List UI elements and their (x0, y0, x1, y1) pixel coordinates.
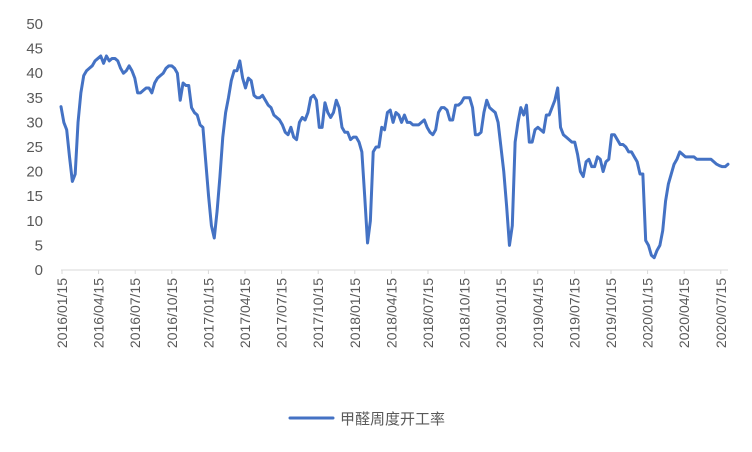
x-axis: 2016/01/15 2016/04/15 2016/07/15 2016/10/15… (54, 269, 729, 348)
x-tick-label: 2018/07/15 (420, 278, 436, 348)
y-tick-label: 20 (26, 164, 43, 181)
x-tick-label: 2017/01/15 (200, 278, 216, 348)
x-tick-label: 2017/10/15 (310, 278, 326, 348)
y-tick-label: 10 (26, 213, 43, 230)
y-tick-label: 40 (26, 65, 43, 82)
x-tick-label: 2020/04/15 (676, 278, 692, 348)
x-tick-label: 2017/04/15 (237, 278, 253, 348)
y-tick-label: 0 (35, 262, 43, 279)
y-tick-label: 35 (26, 90, 43, 107)
y-tick-label: 25 (26, 139, 43, 156)
y-tick-label: 45 (26, 41, 43, 58)
y-tick-label: 30 (26, 114, 43, 131)
x-tick-label: 2019/04/15 (530, 278, 546, 348)
x-tick-label: 2018/10/15 (457, 278, 473, 348)
y-tick-label: 5 (35, 237, 43, 254)
x-tick-label: 2019/07/15 (566, 278, 582, 348)
x-tick-label: 2020/07/15 (713, 278, 729, 348)
series-layer (59, 54, 730, 260)
x-tick-label: 2016/01/15 (54, 278, 70, 348)
x-tick-label: 2019/10/15 (603, 278, 619, 348)
x-tick-label: 2016/04/15 (91, 278, 107, 348)
y-tick-label: 15 (26, 188, 43, 205)
x-tick-label: 2018/01/15 (347, 278, 363, 348)
series-line (59, 54, 730, 260)
x-tick-label: 2018/04/15 (383, 278, 399, 348)
x-tick-label: 2019/01/15 (493, 278, 509, 348)
legend: 甲醛周度开工率 (288, 410, 445, 428)
x-tick-label: 2016/10/15 (164, 278, 180, 348)
x-tick-label: 2017/07/15 (274, 278, 290, 348)
y-tick-label: 50 (26, 16, 43, 33)
legend-label: 甲醛周度开工率 (340, 410, 445, 428)
x-tick-label: 2016/07/15 (127, 278, 143, 348)
y-axis-tick-labels: 0 5 10 15 20 25 30 35 40 45 50 (26, 16, 43, 279)
x-tick-label: 2020/01/15 (640, 278, 656, 348)
